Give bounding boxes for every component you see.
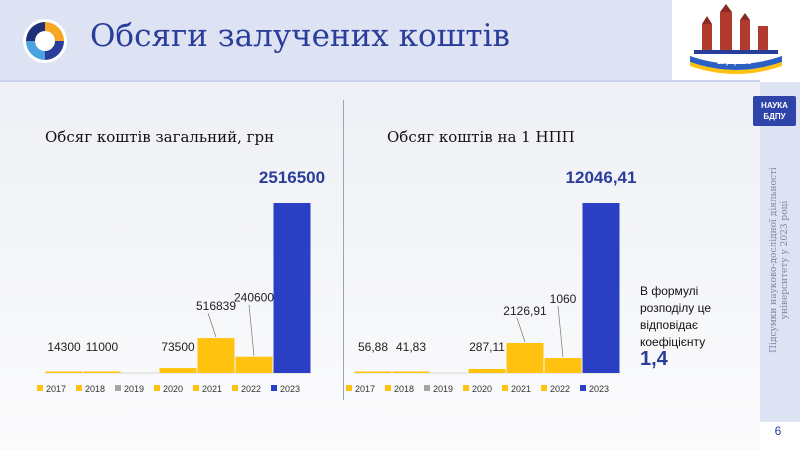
chart-2-leader-2022 — [557, 306, 564, 358]
vertical-caption-line-2: університету у 2023 році — [780, 200, 790, 320]
header-divider — [0, 80, 760, 82]
chart-divider — [343, 100, 344, 400]
chart-2-bar-2022 — [544, 358, 582, 373]
chart-1-legend-swatch-2019 — [115, 385, 121, 391]
background-photo — [0, 82, 760, 450]
chart-2-legend-2022: 2022 — [550, 384, 570, 394]
right-sidebar — [760, 82, 800, 450]
chart-2-legend-swatch-2019 — [424, 385, 430, 391]
header-bar — [0, 0, 800, 80]
nauka-badge: НАУКА БДПУ — [753, 96, 796, 126]
chart-2-legend-swatch-2021 — [502, 385, 508, 391]
chart-1-legend-2019: 2019 — [124, 384, 144, 394]
chart-2-label-2022: 1060 — [550, 292, 577, 306]
chart-1-legend-swatch-2018 — [76, 385, 82, 391]
chart-1-label-2018: 11000 — [86, 340, 119, 354]
chart-1-legend-2023: 2023 — [280, 384, 300, 394]
vertical-caption-line-1: Підсумки науково-дослідної діяльності — [769, 167, 779, 353]
vertical-caption: Підсумки науково-дослідної діяльності ун… — [769, 167, 791, 353]
chart-2-bar-2020 — [468, 368, 506, 373]
chart-2-legend-2018: 2018 — [394, 384, 414, 394]
chart-2-bar-2018 — [392, 371, 430, 373]
chart-2-legend-swatch-2022 — [541, 385, 547, 391]
chart-2-label-2023: 12046,41 — [566, 168, 637, 187]
chart-1-bar-2022 — [235, 356, 273, 373]
chart-2-label-2020: 287,11 — [469, 340, 505, 354]
chart-1-label-2020: 73500 — [161, 340, 195, 354]
university-building-icon: БДПУ — [690, 4, 782, 74]
chart-1-bar-2020 — [159, 368, 197, 373]
chart-1-bar-2017 — [45, 371, 83, 373]
chart-1-legend-swatch-2022 — [232, 385, 238, 391]
chart-2-legend-swatch-2018 — [385, 385, 391, 391]
badge-line-1: НАУКА — [761, 101, 788, 110]
chart-2-legend-swatch-2023 — [580, 385, 586, 391]
coefficient-value: 1,4 — [640, 348, 668, 370]
badge-line-2: БДПУ — [763, 112, 786, 121]
chart-2-bar-2023 — [582, 203, 620, 373]
page-number: 6 — [774, 424, 782, 438]
chart-2-title: Обсяг коштів на 1 НПП — [387, 128, 575, 146]
chart-2-legend-2019: 2019 — [433, 384, 453, 394]
chart-1-label-2023: 2516500 — [259, 168, 325, 187]
donut-logo-icon — [23, 19, 67, 63]
chart-1-bar-2021 — [197, 338, 235, 373]
chart-1-label-2017: 14300 — [47, 340, 81, 354]
chart-2-label-2017: 56,88 — [358, 340, 388, 354]
chart-1-bar-2023 — [273, 203, 311, 373]
chart-1-legend-2022: 2022 — [241, 384, 261, 394]
bar-charts: 14300 2017 11000 2018 2019 73500 2020 516839 202… — [37, 168, 637, 394]
chart-2-bar-2021 — [506, 342, 544, 373]
chart-2-legend-swatch-2020 — [463, 385, 469, 391]
chart-2-label-2021: 2126,91 — [503, 304, 547, 318]
chart-2-legend-2023: 2023 — [589, 384, 609, 394]
coefficient-note: В формулі розподілу це відповідає коефіц… — [640, 284, 712, 349]
chart-2-legend-2017: 2017 — [355, 384, 375, 394]
chart-1-leader-2021 — [207, 312, 217, 338]
chart-1-legend-2020: 2020 — [163, 384, 183, 394]
chart-1-legend-swatch-2021 — [193, 385, 199, 391]
chart-1-legend-2017: 2017 — [46, 384, 66, 394]
chart-1-legend-swatch-2020 — [154, 385, 160, 391]
chart-1-legend-2021: 2021 — [202, 384, 222, 394]
chart-1-leader-2022 — [248, 304, 255, 356]
chart-1-title: Обсяг коштів загальний, грн — [45, 128, 275, 146]
chart-1-label-2021: 516839 — [196, 299, 236, 313]
chart-2-legend-2021: 2021 — [511, 384, 531, 394]
chart-2-bar-2017 — [354, 371, 392, 373]
chart-1-legend-swatch-2023 — [271, 385, 277, 391]
sidebar-band — [760, 82, 800, 422]
university-logo: БДПУ — [672, 0, 800, 80]
chart-2-label-2018: 41,83 — [396, 340, 426, 354]
chart-2-legend-2020: 2020 — [472, 384, 492, 394]
chart-2-legend-swatch-2017 — [346, 385, 352, 391]
chart-2-leader-2021 — [516, 317, 526, 343]
chart-1-label-2022: 240600 — [234, 291, 274, 305]
chart-1-legend-swatch-2017 — [37, 385, 43, 391]
chart-1-bar-2018 — [83, 371, 121, 373]
logo-text: БДПУ — [717, 54, 756, 67]
page-title: Обсяги залучених коштів — [90, 18, 510, 54]
chart-1-legend-2018: 2018 — [85, 384, 105, 394]
